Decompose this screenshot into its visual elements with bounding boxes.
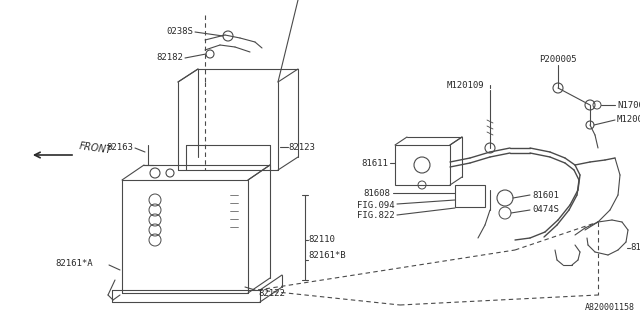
Text: FIG.822: FIG.822 xyxy=(357,212,395,220)
Text: FIG.094: FIG.094 xyxy=(357,201,395,210)
Text: 0474S: 0474S xyxy=(532,205,559,214)
Text: P200005: P200005 xyxy=(539,55,577,65)
Text: N170046: N170046 xyxy=(617,100,640,109)
Text: FRONT: FRONT xyxy=(78,141,112,155)
Bar xyxy=(455,185,485,207)
Text: 82110: 82110 xyxy=(308,236,335,244)
Text: M120109: M120109 xyxy=(446,81,484,90)
Text: 82122: 82122 xyxy=(258,289,285,298)
Text: 81601: 81601 xyxy=(532,190,559,199)
Text: 82123: 82123 xyxy=(288,143,315,153)
Bar xyxy=(395,145,450,185)
Text: 82182: 82182 xyxy=(156,53,183,62)
Text: 82163: 82163 xyxy=(106,143,133,153)
Text: 81608: 81608 xyxy=(363,188,390,197)
Text: M120097: M120097 xyxy=(617,116,640,124)
Text: 82161*A: 82161*A xyxy=(55,259,93,268)
Text: A820001158: A820001158 xyxy=(585,303,635,312)
Text: 81611: 81611 xyxy=(361,158,388,167)
Text: 81041F: 81041F xyxy=(630,244,640,252)
Text: 82161*B: 82161*B xyxy=(308,252,346,260)
Text: 0238S: 0238S xyxy=(166,28,193,36)
